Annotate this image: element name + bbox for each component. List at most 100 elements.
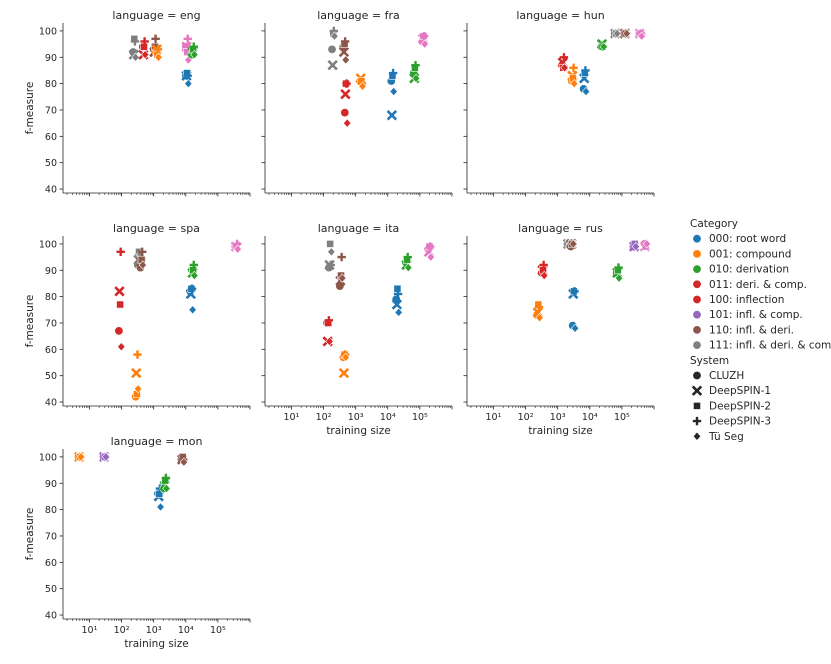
legend-marker (691, 385, 703, 396)
data-point (343, 118, 352, 128)
legend-entry: 011: deri. & comp. (709, 279, 807, 291)
data-point (570, 287, 579, 296)
data-point (133, 350, 142, 359)
data-point (358, 81, 367, 91)
legend-title-system: System (690, 355, 729, 367)
data-point (614, 273, 624, 283)
legend-marker (692, 325, 702, 335)
data-point (131, 52, 140, 62)
data-point (569, 63, 578, 73)
data-point (101, 452, 111, 462)
data-point (117, 342, 126, 352)
data-point (162, 483, 171, 494)
legend-title-category: Category (690, 218, 738, 230)
legend-marker (692, 264, 702, 274)
data-point (116, 300, 124, 309)
legend-marker (692, 294, 702, 304)
data-point (327, 247, 336, 257)
y-tick-label: 50 (45, 158, 57, 169)
legend-entry: 001: compound (709, 248, 791, 260)
data-point (539, 260, 548, 270)
y-tick-label: 100 (39, 26, 57, 37)
panel-title: language = spa (113, 222, 200, 235)
data-point (338, 46, 350, 58)
data-point (337, 252, 346, 262)
data-point (338, 367, 350, 379)
legend-entry: 010: derivation (709, 264, 789, 276)
x-axis-label: training size (326, 425, 390, 437)
data-point (326, 240, 334, 248)
data-point (581, 86, 591, 97)
data-point (599, 42, 608, 52)
data-point (154, 52, 163, 62)
legend-entry: DeepSPIN-1 (709, 385, 771, 397)
data-point (183, 71, 192, 80)
data-point (622, 28, 631, 39)
facet-panel: language = ita 10¹ 10² 10³ 10⁴ 10⁵ training si… (261, 222, 453, 437)
data-point (389, 86, 398, 97)
data-point (426, 252, 435, 262)
data-point (114, 326, 124, 336)
data-point (391, 299, 403, 310)
data-point (233, 244, 242, 254)
x-tick-label: 10² (518, 412, 534, 423)
x-tick-label: 10⁵ (614, 412, 630, 423)
legend-marker (692, 416, 702, 426)
data-point (420, 39, 429, 49)
x-tick-label: 10² (316, 412, 332, 423)
x-tick-label: 10¹ (486, 412, 502, 423)
panel-title: language = mon (111, 435, 203, 448)
data-point (340, 108, 350, 118)
legend-marker (692, 370, 702, 380)
legend-marker (693, 402, 701, 410)
legend-entry: DeepSPIN-3 (709, 416, 771, 428)
x-tick-label: 10⁴ (380, 412, 396, 423)
data-point (394, 307, 403, 318)
data-point (386, 110, 398, 121)
data-point (330, 31, 339, 41)
panel-title: language = hun (516, 9, 604, 22)
data-point (161, 473, 171, 483)
legend-entry: 111: infl. & deri. & comp. (709, 340, 831, 352)
legend-entry: 110: infl. & deri. (709, 324, 794, 336)
x-tick-label: 10³ (348, 412, 364, 423)
x-tick-label: 10³ (146, 625, 162, 636)
legend: Category 000: root word 001: compound 010: … (690, 218, 831, 443)
y-tick-label: 90 (45, 266, 57, 277)
data-point (76, 452, 86, 462)
x-tick-label: 10² (114, 625, 130, 636)
y-tick-label: 90 (45, 53, 57, 64)
legend-entry: CLUZH (709, 370, 744, 382)
x-tick-label: 10⁴ (178, 625, 194, 636)
facet-panel: language = mon 40 50 60 70 80 90 100 10¹ 10² 10³ 10… (24, 435, 251, 650)
facet-panel: language = eng 40 50 60 70 80 90 100 f-measure (24, 9, 251, 197)
data-point (179, 457, 189, 467)
data-point (153, 45, 163, 54)
legend-marker (692, 249, 702, 259)
y-tick-label: 90 (45, 479, 57, 490)
data-point (156, 502, 165, 512)
data-point (535, 313, 544, 323)
legend-entry: Tü Seg (708, 431, 744, 443)
data-point (138, 260, 147, 270)
data-point (325, 336, 334, 347)
x-tick-label: 10⁴ (582, 412, 598, 423)
data-point (581, 66, 590, 75)
data-point (190, 270, 199, 281)
data-point (411, 60, 420, 70)
y-tick-label: 80 (45, 292, 57, 303)
y-tick-label: 70 (45, 318, 57, 329)
data-point (419, 31, 429, 41)
legend-marker (692, 310, 702, 320)
panel-title: language = fra (317, 9, 400, 22)
data-point (116, 247, 125, 257)
facet-panel: language = rus 10¹ 10² 10³ 10⁴ 10⁵ training si… (463, 222, 655, 437)
data-point (133, 384, 143, 394)
panel-title: language = rus (518, 222, 603, 235)
data-point (338, 273, 347, 283)
data-point (140, 37, 149, 46)
data-point (187, 284, 197, 293)
legend-entry: 101: infl. & comp. (709, 309, 803, 321)
data-point (340, 88, 351, 100)
